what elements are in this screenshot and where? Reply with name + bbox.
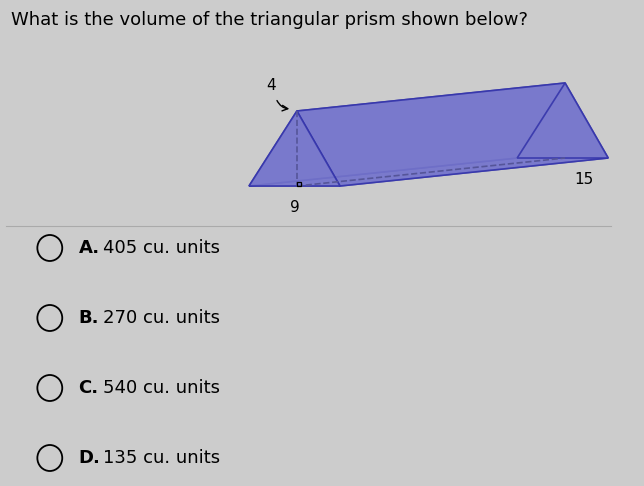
Text: 270 cu. units: 270 cu. units <box>104 309 220 327</box>
Text: 9: 9 <box>290 200 299 215</box>
Text: What is the volume of the triangular prism shown below?: What is the volume of the triangular pri… <box>12 11 529 29</box>
Text: 15: 15 <box>574 172 594 187</box>
Polygon shape <box>249 158 608 186</box>
Polygon shape <box>517 83 608 158</box>
Text: D.: D. <box>79 449 100 467</box>
Text: A.: A. <box>79 239 100 257</box>
Text: 405 cu. units: 405 cu. units <box>104 239 220 257</box>
Text: 540 cu. units: 540 cu. units <box>104 379 220 397</box>
Text: 4: 4 <box>266 78 276 93</box>
Polygon shape <box>297 83 608 186</box>
Text: C.: C. <box>79 379 99 397</box>
Text: B.: B. <box>79 309 99 327</box>
Polygon shape <box>249 83 565 186</box>
Text: 135 cu. units: 135 cu. units <box>104 449 220 467</box>
Polygon shape <box>249 111 340 186</box>
